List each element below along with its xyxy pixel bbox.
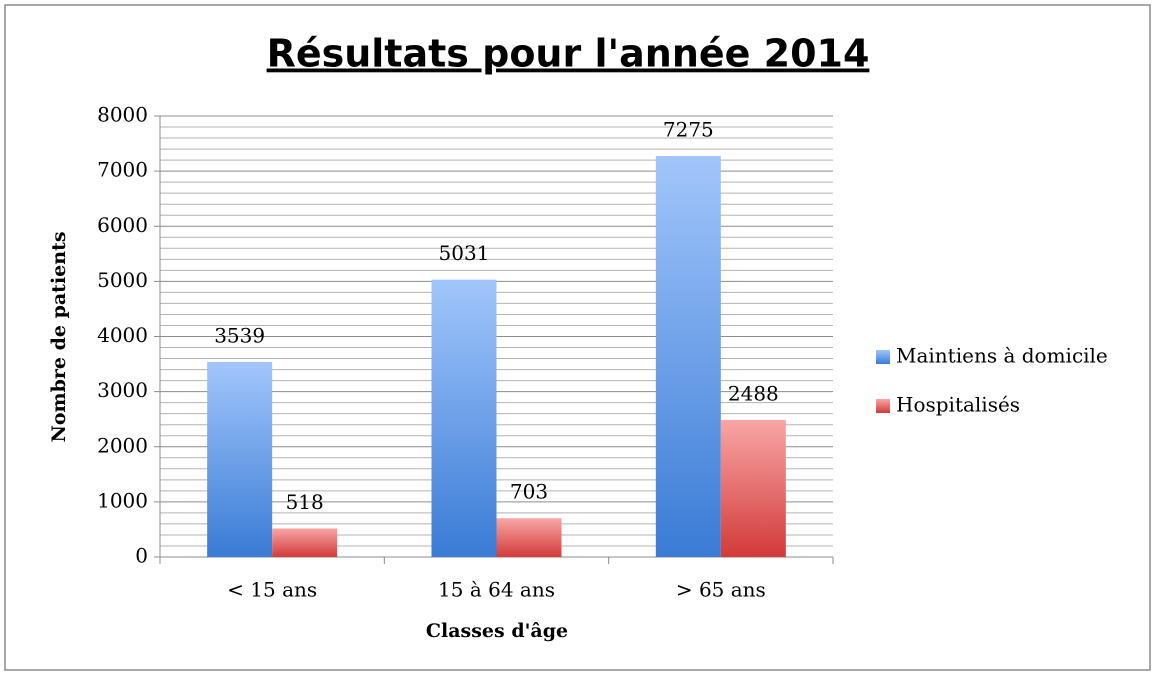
data-label: 5031: [439, 241, 490, 265]
x-tick-label: > 65 ans: [676, 578, 766, 602]
chart-title: Résultats pour l'année 2014: [267, 32, 870, 76]
legend-label: Maintiens à domicile: [896, 344, 1108, 368]
legend-swatch: [876, 350, 890, 364]
y-tick-label: 2000: [97, 433, 148, 457]
bar: [207, 361, 273, 557]
bar: [431, 279, 497, 557]
y-tick-label: 4000: [97, 323, 148, 347]
y-tick-label: 8000: [97, 103, 148, 127]
x-tick-label: < 15 ans: [227, 578, 317, 602]
data-label: 7275: [663, 117, 714, 141]
bar: [720, 419, 786, 557]
x-axis-label: Classes d'âge: [426, 620, 568, 642]
bar: [272, 528, 338, 557]
legend-swatch: [876, 399, 890, 413]
bar: [655, 155, 721, 557]
y-tick-label: 1000: [97, 488, 148, 512]
chart-frame: [4, 4, 1151, 671]
x-tick-label: 15 à 64 ans: [438, 578, 555, 602]
y-tick-label: 6000: [97, 213, 148, 237]
bar: [496, 518, 562, 557]
data-label: 3539: [214, 323, 265, 347]
y-axis-label: Nombre de patients: [48, 231, 70, 442]
y-tick-label: 7000: [97, 158, 148, 182]
y-tick-label: 0: [135, 544, 148, 568]
y-tick-label: 5000: [97, 268, 148, 292]
data-label: 2488: [728, 381, 779, 405]
data-label: 703: [510, 480, 548, 504]
legend-label: Hospitalisés: [896, 393, 1020, 417]
data-label: 518: [286, 490, 324, 514]
y-tick-label: 3000: [97, 378, 148, 402]
